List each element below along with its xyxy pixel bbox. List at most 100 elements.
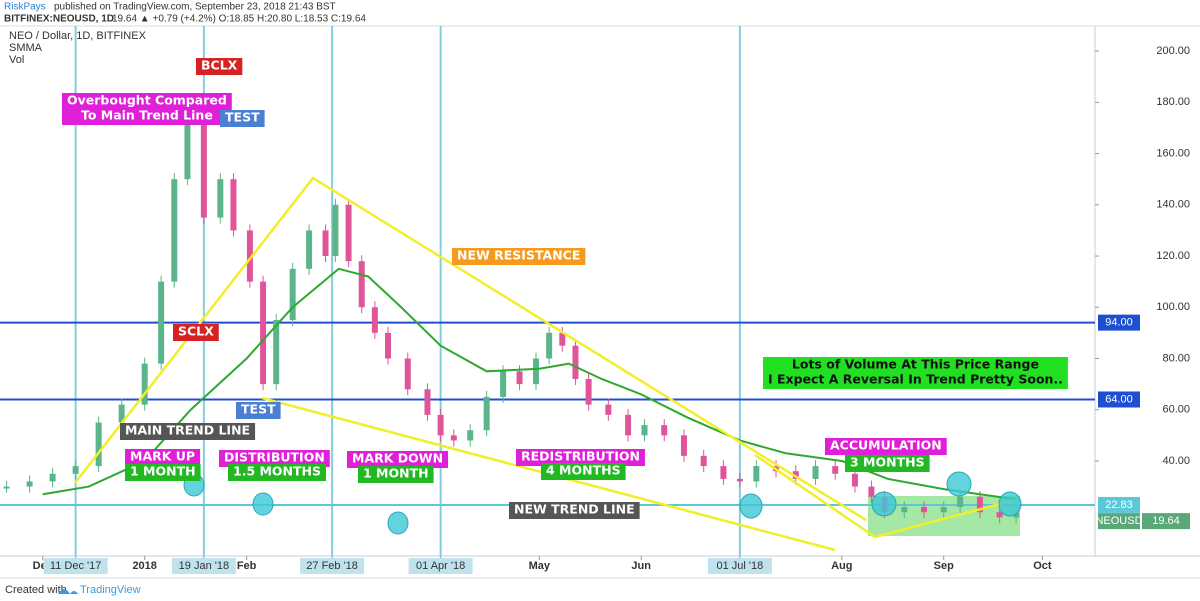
annotation-box <box>358 466 434 483</box>
candle <box>467 430 474 441</box>
candle <box>141 363 148 405</box>
candle <box>158 281 165 364</box>
candle <box>450 435 457 441</box>
x-tick-label: 11 Dec '17 <box>50 560 101 572</box>
annotation-box <box>763 357 1068 389</box>
brand-logo <box>58 589 78 594</box>
candle <box>72 466 79 474</box>
legend-price: NEO / Dollar, 1D, BITFINEX <box>9 30 147 42</box>
candle <box>385 332 392 359</box>
symbol-box <box>1098 513 1140 530</box>
candle <box>358 261 365 308</box>
author: RiskPays <box>4 2 46 13</box>
candle <box>322 230 329 257</box>
candle <box>95 422 102 467</box>
candle <box>940 507 947 513</box>
annotation-text: 4 MONTHS <box>546 463 621 478</box>
annotation-text: 1.5 MONTHS <box>233 464 321 479</box>
candle <box>680 435 687 456</box>
candle <box>230 179 237 231</box>
candle <box>957 496 964 508</box>
candle <box>532 358 539 385</box>
annotation-box <box>62 93 232 125</box>
y-tick-label: 200.00 <box>1156 45 1190 57</box>
x-tick-box <box>171 558 236 574</box>
candle <box>49 473 56 482</box>
published: published on TradingView.com, September … <box>54 2 336 13</box>
candle <box>720 466 727 479</box>
candle <box>246 230 253 282</box>
price-line-box <box>1098 496 1140 513</box>
y-tick-label: 100.00 <box>1156 301 1190 313</box>
candle <box>345 204 352 262</box>
price-line-box <box>1098 391 1140 408</box>
x-tick-label: Sep <box>934 560 954 572</box>
annotation-text: SCLX <box>178 324 214 339</box>
candle <box>585 378 592 405</box>
annotation-text: Overbought Compared <box>67 93 227 108</box>
annotation-text: MARK DOWN <box>352 451 443 466</box>
x-tick-label: May <box>529 560 551 572</box>
annotation-text: TEST <box>225 110 260 125</box>
footer-brand: TradingView <box>80 584 141 596</box>
annotation-box <box>825 438 947 455</box>
x-tick-label: 19 Jan '18 <box>179 560 229 572</box>
x-tick-label: 01 Apr '18 <box>416 560 465 572</box>
marker <box>387 511 409 535</box>
candle <box>868 486 875 497</box>
x-tick-box <box>300 558 365 574</box>
annotation-text: NEW RESISTANCE <box>457 248 580 263</box>
marker <box>871 491 897 517</box>
marker <box>252 492 274 516</box>
candle <box>306 230 313 269</box>
annotation-text: ACCUMULATION <box>830 438 942 453</box>
candle <box>332 204 339 257</box>
last-price-box <box>1142 513 1190 530</box>
x-tick-box <box>408 558 473 574</box>
y-tick-label: 60.00 <box>1162 404 1190 416</box>
candle <box>851 473 858 487</box>
annotation-text: I Expect A Reversal In Trend Pretty Soon… <box>768 372 1063 387</box>
candle <box>812 466 819 479</box>
y-tick-label: 40.00 <box>1162 455 1190 467</box>
markers <box>183 471 1022 535</box>
annotation-box <box>516 449 645 466</box>
candle <box>273 320 280 385</box>
candle <box>625 414 632 436</box>
candle <box>641 425 648 436</box>
candle <box>1013 513 1020 518</box>
y-tick-label: 80.00 <box>1162 352 1190 364</box>
footer-created: Created with <box>5 584 67 596</box>
price-line-label: 64.00 <box>1105 393 1133 405</box>
candle <box>26 481 33 487</box>
candle <box>572 345 579 379</box>
y-tick-label: 160.00 <box>1156 147 1190 159</box>
annotation-text: Lots of Volume At This Price Range <box>792 357 1039 372</box>
y-tick-label: 180.00 <box>1156 96 1190 108</box>
trend-line <box>754 453 1016 539</box>
marker <box>739 493 763 519</box>
annotation-box <box>125 464 201 481</box>
candle <box>171 179 178 282</box>
x-tick-label: 2018 <box>132 560 156 572</box>
symbol: BITFINEX:NEOUSD, 1D <box>4 14 114 25</box>
candle <box>976 496 983 513</box>
smma-line <box>42 267 1017 501</box>
annotation-text: 1 MONTH <box>363 466 429 481</box>
price-line-box <box>1098 314 1140 331</box>
x-tick-label: Feb <box>237 560 257 572</box>
candle <box>404 358 411 390</box>
annotation-box <box>196 58 243 75</box>
candle <box>118 404 125 423</box>
candle <box>371 307 378 333</box>
annotation-box <box>845 455 930 472</box>
candle <box>289 268 296 321</box>
candle <box>500 371 507 397</box>
annotation-box <box>452 248 586 265</box>
legend-smma: SMMA <box>9 42 43 54</box>
x-tick-label: Jun <box>631 560 651 572</box>
candle <box>792 471 799 479</box>
candle <box>200 115 207 218</box>
price-line-label: 22.83 <box>1105 499 1133 511</box>
